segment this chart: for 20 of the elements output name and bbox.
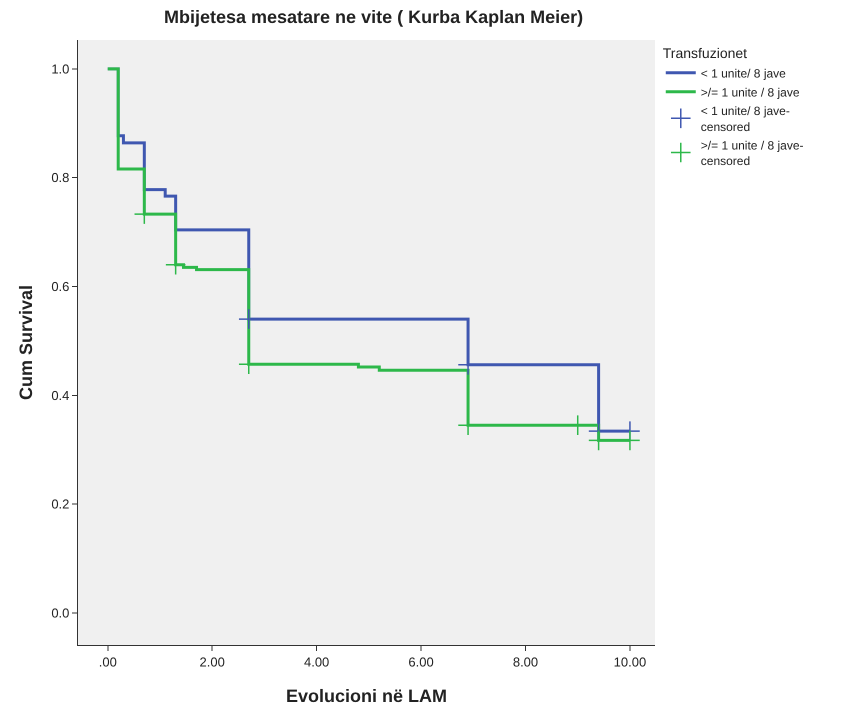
x-tick-label: 2.00: [200, 654, 225, 670]
y-tick-label: 0.0: [51, 605, 70, 620]
legend-label: >/= 1 unite / 8 jave-censored: [700, 138, 804, 168]
x-tick-label: 6.00: [408, 654, 434, 670]
y-tick-label: 1.0: [51, 61, 70, 76]
y-tick-label: 0.6: [51, 279, 70, 294]
x-axis-title: Evolucioni në LAM: [286, 686, 448, 706]
chart-title: Mbijetesa mesatare ne vite ( Kurba Kaplan Meier): [164, 7, 584, 28]
x-tick-label: 8.00: [512, 654, 538, 670]
x-tick-label: 10.00: [614, 654, 646, 670]
legend-label: >/= 1 unite / 8 jave: [700, 85, 800, 100]
legend-label: < 1 unite/ 8 jave: [700, 66, 786, 80]
x-tick-label: 4.00: [304, 654, 330, 670]
y-tick-label: 0.8: [51, 170, 70, 186]
x-tick-label: .00: [98, 654, 117, 670]
y-tick-label: 0.2: [51, 496, 70, 512]
y-axis-title: Cum Survival: [16, 284, 36, 400]
legend-title: Transfuzionet: [662, 45, 748, 62]
y-tick-label: 0.4: [51, 388, 70, 403]
legend-label: < 1 unite/ 8 jave-censored: [700, 104, 790, 134]
